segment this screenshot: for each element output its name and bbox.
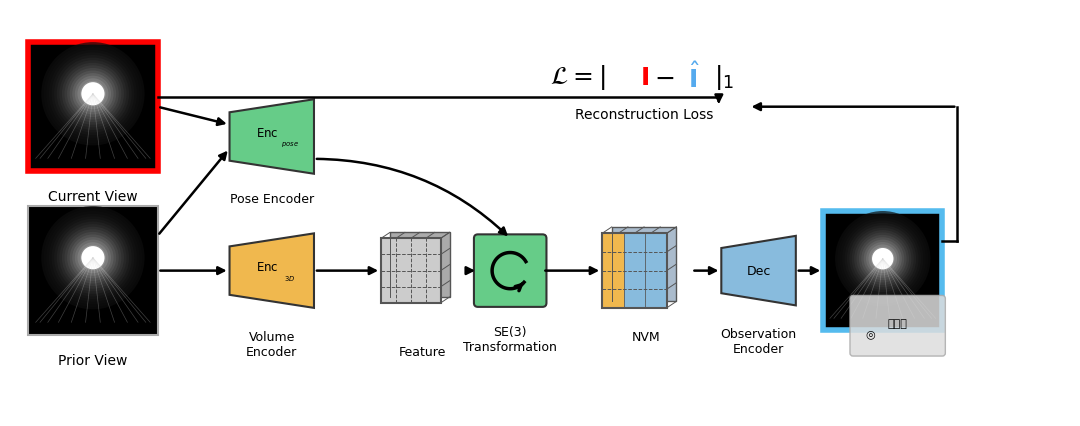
Ellipse shape (54, 56, 132, 133)
Ellipse shape (837, 214, 928, 304)
Ellipse shape (57, 58, 130, 131)
Text: NVM: NVM (632, 330, 661, 343)
Ellipse shape (874, 250, 892, 269)
FancyBboxPatch shape (390, 233, 449, 297)
FancyBboxPatch shape (474, 235, 546, 307)
Text: Current View: Current View (49, 190, 138, 204)
Ellipse shape (87, 253, 98, 263)
Ellipse shape (856, 233, 909, 285)
Ellipse shape (876, 252, 890, 266)
Text: $\mathbf{I}$: $\mathbf{I}$ (639, 66, 649, 90)
FancyBboxPatch shape (623, 234, 645, 308)
Ellipse shape (85, 87, 100, 102)
Ellipse shape (75, 77, 111, 112)
Text: SE(3)
Transformation: SE(3) Transformation (463, 325, 557, 353)
Ellipse shape (70, 235, 117, 281)
Ellipse shape (41, 207, 145, 310)
Ellipse shape (49, 51, 137, 138)
Ellipse shape (57, 222, 130, 294)
FancyBboxPatch shape (602, 234, 623, 308)
Ellipse shape (54, 219, 132, 297)
Ellipse shape (49, 214, 137, 302)
Ellipse shape (861, 238, 904, 280)
Text: $|_1$: $|_1$ (714, 63, 734, 92)
Ellipse shape (52, 53, 134, 136)
Text: $_{3D}$: $_{3D}$ (284, 273, 295, 283)
Ellipse shape (82, 84, 104, 105)
Ellipse shape (72, 74, 113, 115)
FancyBboxPatch shape (611, 227, 676, 302)
Ellipse shape (878, 254, 888, 264)
Ellipse shape (65, 230, 121, 286)
Ellipse shape (59, 225, 126, 292)
Ellipse shape (859, 235, 906, 283)
Ellipse shape (91, 256, 95, 261)
FancyBboxPatch shape (28, 43, 158, 172)
Ellipse shape (80, 82, 106, 107)
Text: Feature: Feature (400, 345, 446, 358)
Text: Volume
Encoder: Volume Encoder (246, 330, 297, 358)
Ellipse shape (81, 247, 105, 270)
Ellipse shape (72, 237, 113, 279)
Ellipse shape (87, 89, 98, 100)
Ellipse shape (870, 247, 894, 271)
Ellipse shape (52, 217, 134, 299)
FancyBboxPatch shape (28, 207, 158, 335)
Ellipse shape (840, 216, 926, 302)
Text: 新智元: 新智元 (888, 319, 907, 328)
Text: $\mathrm{Enc}$: $\mathrm{Enc}$ (256, 127, 278, 140)
Text: ◎: ◎ (865, 328, 875, 338)
Ellipse shape (78, 243, 108, 273)
Ellipse shape (44, 209, 141, 307)
Ellipse shape (866, 242, 900, 276)
Polygon shape (230, 100, 314, 174)
Text: $\mathrm{Enc}$: $\mathrm{Enc}$ (256, 261, 278, 273)
Text: Pose Encoder: Pose Encoder (230, 192, 314, 205)
Text: $\mathcal{L} = |$: $\mathcal{L} = |$ (550, 63, 605, 92)
Ellipse shape (70, 72, 117, 118)
Ellipse shape (835, 212, 931, 307)
Text: Reconstruction Loss: Reconstruction Loss (576, 107, 714, 121)
Ellipse shape (59, 61, 126, 128)
Text: Dec: Dec (746, 265, 771, 277)
Ellipse shape (62, 227, 124, 289)
FancyBboxPatch shape (823, 212, 943, 331)
Ellipse shape (845, 221, 921, 297)
Text: $-$: $-$ (654, 66, 674, 90)
Ellipse shape (65, 66, 121, 123)
Ellipse shape (81, 83, 105, 106)
Ellipse shape (46, 48, 139, 141)
Text: Observation
Encoder: Observation Encoder (720, 328, 797, 355)
Polygon shape (721, 236, 796, 306)
Text: $\hat{\mathbf{I}}$: $\hat{\mathbf{I}}$ (688, 63, 700, 93)
FancyBboxPatch shape (850, 296, 945, 356)
Ellipse shape (868, 245, 897, 273)
Text: Prior View: Prior View (58, 353, 127, 367)
Ellipse shape (82, 248, 104, 268)
Ellipse shape (854, 230, 912, 288)
Ellipse shape (44, 46, 141, 144)
Ellipse shape (46, 212, 139, 305)
Ellipse shape (80, 245, 106, 271)
Text: $_{pose}$: $_{pose}$ (281, 139, 299, 149)
Ellipse shape (880, 257, 886, 262)
FancyBboxPatch shape (645, 234, 666, 308)
Ellipse shape (847, 223, 918, 295)
FancyBboxPatch shape (381, 239, 441, 303)
Ellipse shape (41, 43, 145, 146)
Ellipse shape (872, 248, 893, 270)
Ellipse shape (864, 240, 902, 278)
Ellipse shape (852, 228, 914, 290)
Ellipse shape (62, 63, 124, 126)
Ellipse shape (67, 232, 119, 284)
Polygon shape (230, 234, 314, 308)
Ellipse shape (67, 69, 119, 120)
Ellipse shape (91, 92, 95, 97)
Ellipse shape (85, 250, 100, 266)
Ellipse shape (75, 240, 111, 276)
Ellipse shape (849, 226, 916, 292)
Ellipse shape (78, 79, 108, 110)
Ellipse shape (842, 219, 923, 299)
